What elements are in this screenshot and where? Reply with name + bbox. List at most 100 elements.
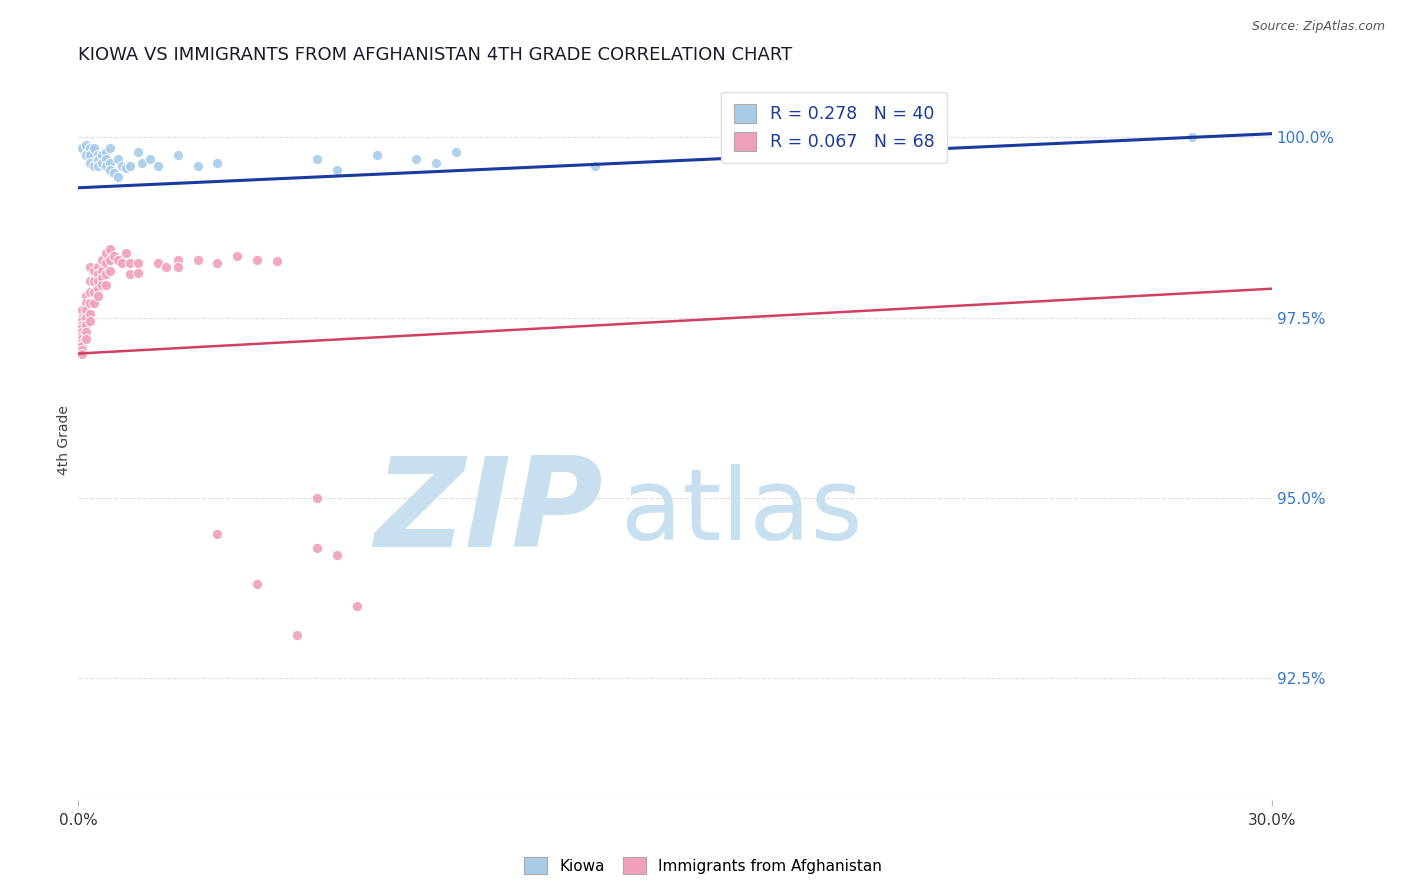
Point <box>79 275 101 289</box>
Text: atlas: atlas <box>621 464 863 561</box>
Point <box>94 256 117 270</box>
Point <box>305 541 328 556</box>
Point <box>246 252 269 267</box>
Point <box>98 252 121 267</box>
Legend: Kiowa, Immigrants from Afghanistan: Kiowa, Immigrants from Afghanistan <box>517 851 889 880</box>
Point <box>87 275 110 289</box>
Point <box>366 148 388 162</box>
Point <box>91 148 114 162</box>
Point <box>83 296 105 310</box>
Point <box>70 303 93 318</box>
Point <box>87 267 110 281</box>
Point <box>207 155 229 169</box>
Point <box>1181 130 1204 145</box>
Point <box>70 346 93 360</box>
Point <box>98 141 121 155</box>
Point <box>107 252 129 267</box>
Point <box>207 256 229 270</box>
Point <box>70 310 93 325</box>
Point <box>186 159 208 173</box>
Point <box>146 256 169 270</box>
Point <box>166 252 188 267</box>
Point <box>444 145 467 159</box>
Point <box>83 141 105 155</box>
Point <box>305 152 328 166</box>
Point <box>166 260 188 274</box>
Point <box>79 307 101 321</box>
Point <box>107 169 129 184</box>
Point <box>87 260 110 274</box>
Legend: R = 0.278   N = 40, R = 0.067   N = 68: R = 0.278 N = 40, R = 0.067 N = 68 <box>721 92 946 163</box>
Point <box>103 249 125 263</box>
Point <box>94 145 117 159</box>
Y-axis label: 4th Grade: 4th Grade <box>58 405 72 475</box>
Point <box>75 303 97 318</box>
Point <box>346 599 368 613</box>
Point <box>425 155 447 169</box>
Point <box>266 254 288 268</box>
Point <box>118 159 141 173</box>
Point <box>79 260 101 274</box>
Point <box>91 252 114 267</box>
Point <box>115 245 138 260</box>
Point <box>305 491 328 505</box>
Point <box>91 278 114 293</box>
Point <box>70 314 93 328</box>
Point <box>94 278 117 293</box>
Point <box>131 155 153 169</box>
Point <box>87 159 110 173</box>
Point <box>83 285 105 300</box>
Point <box>79 296 101 310</box>
Point <box>75 332 97 346</box>
Point <box>79 141 101 155</box>
Point <box>98 263 121 277</box>
Point <box>70 343 93 357</box>
Point <box>79 314 101 328</box>
Point <box>98 155 121 169</box>
Point <box>103 166 125 180</box>
Point <box>326 549 349 563</box>
Point <box>186 252 208 267</box>
Point <box>70 318 93 332</box>
Point <box>75 325 97 339</box>
Point <box>70 325 93 339</box>
Point <box>98 242 121 256</box>
Point <box>83 159 105 173</box>
Text: ZIP: ZIP <box>374 451 603 573</box>
Point <box>118 256 141 270</box>
Point <box>70 141 93 155</box>
Point <box>87 289 110 303</box>
Point <box>139 152 162 166</box>
Point <box>79 148 101 162</box>
Point <box>83 275 105 289</box>
Point <box>70 328 93 343</box>
Point <box>87 148 110 162</box>
Point <box>146 159 169 173</box>
Point <box>91 263 114 277</box>
Point <box>118 267 141 281</box>
Point <box>70 335 93 350</box>
Point <box>127 256 149 270</box>
Point <box>87 153 110 168</box>
Point <box>115 161 138 175</box>
Text: KIOWA VS IMMIGRANTS FROM AFGHANISTAN 4TH GRADE CORRELATION CHART: KIOWA VS IMMIGRANTS FROM AFGHANISTAN 4TH… <box>79 46 793 64</box>
Point <box>207 526 229 541</box>
Point <box>226 249 249 263</box>
Point <box>94 152 117 166</box>
Text: Source: ZipAtlas.com: Source: ZipAtlas.com <box>1251 20 1385 33</box>
Point <box>94 267 117 281</box>
Point <box>91 271 114 285</box>
Point <box>127 145 149 159</box>
Point <box>75 148 97 162</box>
Point <box>166 148 188 162</box>
Point <box>285 628 308 642</box>
Point <box>79 155 101 169</box>
Point <box>75 137 97 152</box>
Point <box>94 159 117 173</box>
Point <box>155 260 177 274</box>
Point <box>405 152 427 166</box>
Point <box>79 285 101 300</box>
Point <box>583 159 606 173</box>
Point <box>107 152 129 166</box>
Point <box>94 245 117 260</box>
